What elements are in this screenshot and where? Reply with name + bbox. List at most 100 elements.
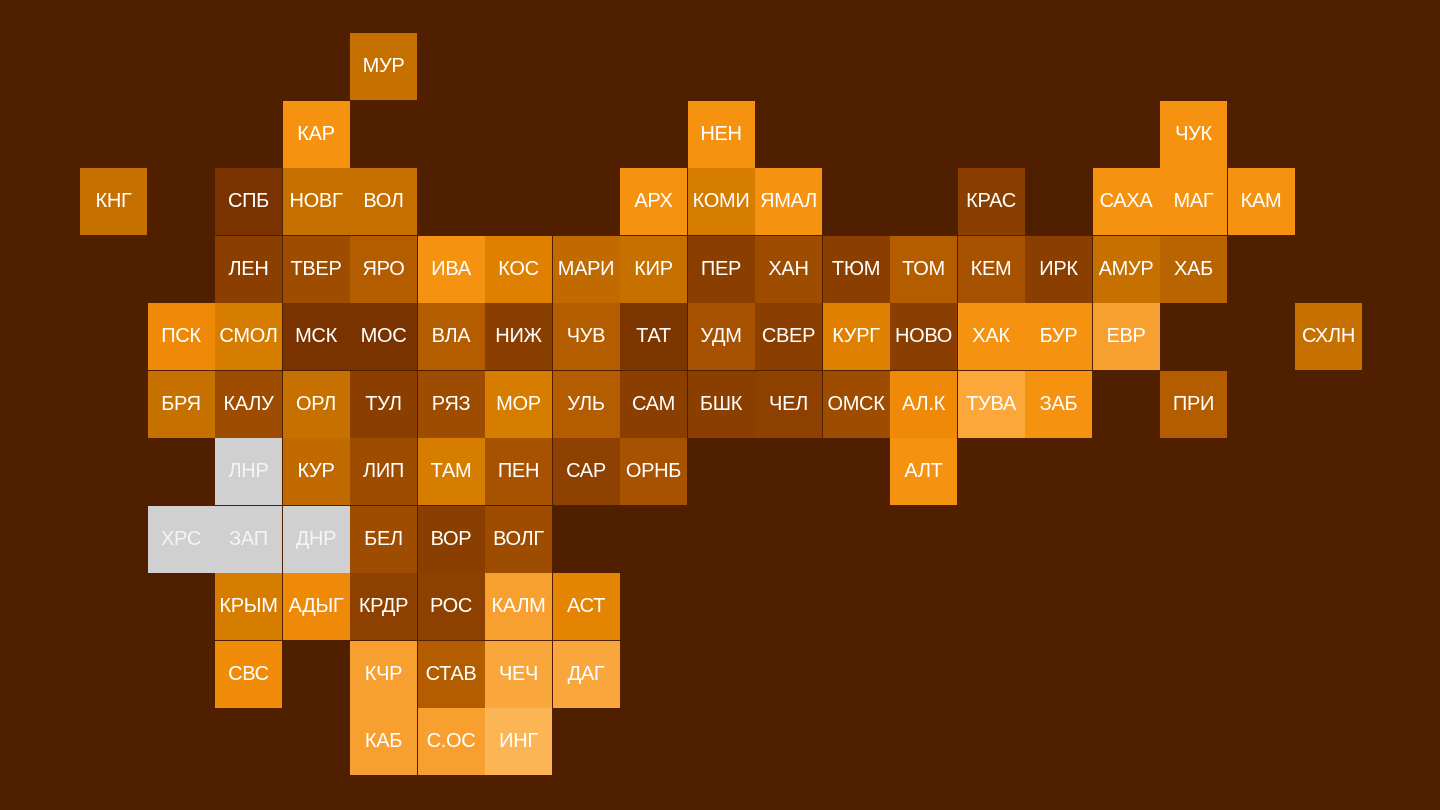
region-tile[interactable]: МОР [485, 370, 552, 438]
region-tile[interactable]: ЗАБ [1025, 370, 1092, 438]
region-tile[interactable]: ТОМ [890, 235, 957, 303]
region-tile[interactable]: МОС [350, 303, 417, 370]
region-tile[interactable]: НИЖ [485, 303, 552, 370]
region-tile[interactable]: ИВА [417, 235, 485, 303]
region-tile[interactable]: СВС [215, 640, 282, 708]
region-tile[interactable]: КАЛУ [215, 370, 282, 438]
region-tile[interactable]: ОРНБ [620, 438, 687, 505]
region-tile[interactable]: ВОЛ [350, 168, 417, 235]
region-tile[interactable]: ЧУВ [552, 303, 620, 370]
region-tile[interactable]: КУР [282, 438, 350, 505]
region-tile[interactable]: ОМСК [822, 370, 890, 438]
region-tile[interactable]: ДАГ [552, 640, 620, 708]
region-tile[interactable]: АДЫГ [282, 573, 350, 640]
region-tile[interactable]: ДНР [282, 505, 350, 573]
region-tile[interactable]: АСТ [552, 573, 620, 640]
region-tile[interactable]: КИР [620, 235, 687, 303]
region-tile[interactable]: ЧУК [1160, 100, 1227, 168]
region-tile[interactable]: ЗАП [215, 505, 282, 573]
region-tile[interactable]: КЕМ [957, 235, 1025, 303]
region-tile[interactable]: СХЛН [1295, 303, 1362, 370]
region-tile[interactable]: САР [552, 438, 620, 505]
region-tile[interactable]: МАГ [1160, 168, 1227, 235]
region-tile[interactable]: СТАВ [417, 640, 485, 708]
region-tile[interactable]: ВОЛГ [485, 505, 552, 573]
region-tile[interactable]: ХРС [147, 505, 215, 573]
region-tile[interactable]: ЯРО [350, 235, 417, 303]
region-tile[interactable]: ЕВР [1092, 303, 1160, 370]
region-label: ТАТ [636, 325, 671, 347]
region-tile[interactable]: ИНГ [485, 708, 552, 775]
region-tile[interactable]: АЛТ [890, 438, 957, 505]
region-tile[interactable]: САХА [1092, 168, 1160, 235]
region-tile[interactable]: КАЛМ [485, 573, 552, 640]
region-tile[interactable]: БШК [687, 370, 755, 438]
region-tile[interactable]: ЧЕЛ [755, 370, 822, 438]
region-tile[interactable]: ТАМ [417, 438, 485, 505]
region-label: КРЫМ [219, 595, 278, 617]
region-tile[interactable]: КЧР [350, 640, 417, 708]
region-tile[interactable]: ТЮМ [822, 235, 890, 303]
region-tile[interactable]: НОВГ [282, 168, 350, 235]
region-tile[interactable]: САМ [620, 370, 687, 438]
region-tile[interactable]: ИРК [1025, 235, 1092, 303]
region-tile[interactable]: НЕН [687, 100, 755, 168]
region-tile[interactable]: КОМИ [687, 168, 755, 235]
region-tile[interactable]: РОС [417, 573, 485, 640]
region-tile[interactable]: ЯМАЛ [755, 168, 822, 235]
region-tile[interactable]: СМОЛ [215, 303, 282, 370]
region-label: ЧУК [1175, 122, 1212, 145]
region-tile[interactable]: ОРЛ [282, 370, 350, 438]
region-label: ОРНБ [625, 460, 682, 482]
region-tile[interactable]: БЕЛ [350, 505, 417, 573]
region-tile[interactable]: КНГ [80, 168, 147, 235]
region-tile[interactable]: КОС [485, 235, 552, 303]
region-label: КЧР [364, 662, 403, 685]
region-tile[interactable]: УЛЬ [552, 370, 620, 438]
region-tile[interactable]: ВОР [417, 505, 485, 573]
region-tile[interactable]: СВЕР [755, 303, 822, 370]
region-tile[interactable]: ХАБ [1160, 235, 1227, 303]
region-tile[interactable]: ТУЛ [350, 370, 417, 438]
region-tile[interactable]: БУР [1025, 303, 1092, 370]
region-tile[interactable]: КРДР [350, 573, 417, 640]
region-tile[interactable]: ТВЕР [282, 235, 350, 303]
region-tile[interactable]: ЛЕН [215, 235, 282, 303]
region-tile[interactable]: ЛИП [350, 438, 417, 505]
region-tile[interactable]: С.ОС [417, 708, 485, 775]
region-tile[interactable]: ХАК [957, 303, 1025, 370]
region-tile[interactable]: НОВО [890, 303, 957, 370]
region-tile[interactable]: КУРГ [822, 303, 890, 370]
region-label: КУРГ [832, 325, 880, 347]
region-tile[interactable]: ЛНР [215, 438, 282, 505]
region-tile[interactable]: ВЛА [417, 303, 485, 370]
region-label: АДЫГ [288, 595, 344, 617]
region-tile[interactable]: ПРИ [1160, 370, 1227, 438]
region-tile[interactable]: ХАН [755, 235, 822, 303]
region-tile[interactable]: ПСК [147, 303, 215, 370]
region-tile[interactable]: КАМ [1227, 168, 1295, 235]
region-tile[interactable]: ТУВА [957, 370, 1025, 438]
region-tile[interactable]: АМУР [1092, 235, 1160, 303]
region-tile[interactable]: КАР [282, 100, 350, 168]
region-tile[interactable]: ЧЕЧ [485, 640, 552, 708]
region-tile[interactable]: МАРИ [552, 235, 620, 303]
region-tile[interactable]: АРХ [620, 168, 687, 235]
region-tile[interactable]: УДМ [687, 303, 755, 370]
region-tile[interactable]: РЯЗ [417, 370, 485, 438]
region-tile[interactable]: КРАС [957, 168, 1025, 235]
region-tile[interactable]: КРЫМ [215, 573, 282, 640]
region-tile[interactable]: БРЯ [147, 370, 215, 438]
region-label: НОВО [894, 325, 953, 347]
region-label: КРАС [966, 190, 1016, 212]
region-label: ВОЛ [363, 190, 404, 212]
region-tile[interactable]: ПЕР [687, 235, 755, 303]
region-tile[interactable]: МСК [282, 303, 350, 370]
region-tile[interactable]: КАБ [350, 708, 417, 775]
region-tile[interactable]: СПБ [215, 168, 282, 235]
region-tile[interactable]: ПЕН [485, 438, 552, 505]
region-tile[interactable]: АЛ.К [890, 370, 957, 438]
region-tile[interactable]: МУР [350, 33, 417, 100]
region-tile[interactable]: ТАТ [620, 303, 687, 370]
